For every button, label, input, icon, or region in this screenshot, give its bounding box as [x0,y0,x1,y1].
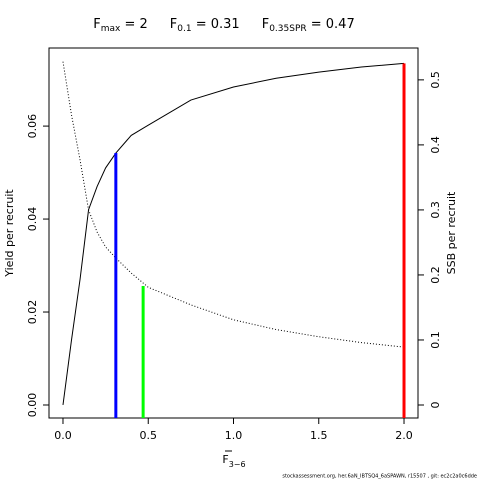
y2-tick-label: 0.2 [429,266,442,284]
x-tick-label: 1.0 [225,429,243,442]
x-axis-label: F3−6 [222,453,245,469]
x-label-sub: 3−6 [229,460,246,469]
x-tick-label: 0.0 [54,429,72,442]
title-symbol: F [170,17,177,32]
footer: stockassessment.org, her.6aN_IBTSQ4_6aSP… [282,474,477,480]
title-value: = 0.47 [307,17,355,32]
y2-tick-label: 0.3 [429,201,442,219]
chart-title: Fmax = 2 F0.1 = 0.31 F0.35SPR = 0.47 [93,17,354,34]
title-subscript: max [101,24,121,34]
y-axis-label: Yield per recruit [3,189,16,278]
y2-tick-label: 0.4 [429,136,442,154]
y2-tick-label: 0 [429,401,442,408]
series-line [62,61,405,348]
y-tick-label: 0.04 [26,207,39,232]
title-symbol: F [93,17,100,32]
y-tick-label: 0.00 [26,393,39,418]
x-tick-label: 1.5 [310,429,328,442]
y-tick-label: 0.06 [26,114,39,139]
plot-box [48,47,419,419]
title-subscript: 0.35SPR [269,24,306,34]
y2-axis-label: SSB per recruit [445,191,458,274]
x-label-text: F [222,453,228,466]
series-line [62,62,405,406]
x-tick-label: 0.5 [139,429,157,442]
title-subscript: 0.1 [177,24,191,34]
x-tick-label: 2.0 [395,429,413,442]
title-symbol: F [262,17,269,32]
title-value: = 2 [120,17,147,32]
y2-tick-label: 0.5 [429,71,442,89]
y2-tick-label: 0.1 [429,331,442,349]
y-tick-label: 0.02 [26,300,39,325]
title-value: = 0.31 [192,17,240,32]
